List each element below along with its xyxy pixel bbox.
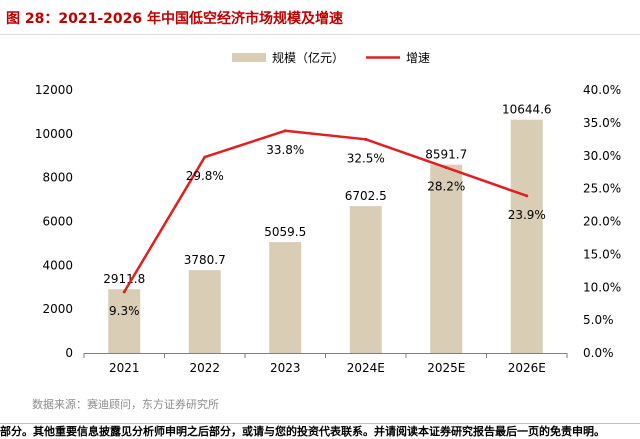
chart: 规模（亿元） 增速 0 2000 4000 6000 8000 10000 12000 0.0% 5…: [35, 50, 621, 375]
y-left-tick-label: 4000: [42, 258, 73, 272]
y-right-tick-label: 20.0%: [583, 215, 621, 229]
growth-value-label: 23.9%: [508, 208, 546, 222]
growth-point: [122, 290, 126, 294]
growth-value-label: 9.3%: [109, 304, 140, 318]
y-left-tick-label: 0: [65, 346, 73, 360]
y-left-tick-label: 2000: [42, 302, 73, 316]
bar-2025E: [430, 164, 463, 353]
x-tick-label: 2023: [270, 361, 301, 375]
disclaimer-text: 部分。其他重要信息披露见分析师申明之后部分，或请与您的投资代表联系。并请阅读本证…: [0, 425, 605, 438]
bar-2022: [188, 270, 221, 353]
bar-value-label: 3780.7: [184, 253, 226, 267]
x-tick-label: 2024E: [347, 361, 385, 375]
bar-value-label: 2911.8: [103, 272, 145, 286]
y-left-tick-label: 10000: [35, 127, 73, 141]
y-left-tick-label: 6000: [42, 215, 73, 229]
bar-2021: [108, 289, 141, 353]
bar-value-label: 10644.6: [502, 103, 552, 117]
source-note: 数据来源：赛迪顾问，东方证券研究所: [32, 398, 219, 411]
growth-value-label: 29.8%: [186, 169, 224, 183]
bar-2024E: [349, 206, 382, 353]
growth-point: [364, 137, 368, 141]
y-left-tick-label: 12000: [35, 83, 73, 97]
y-right-tick-label: 0.0%: [583, 346, 614, 360]
x-tick-label: 2026E: [508, 361, 546, 375]
y-right-tick-label: 40.0%: [583, 83, 621, 97]
y-right-tick-label: 30.0%: [583, 149, 621, 163]
growth-point: [283, 129, 287, 133]
y-right-tick-label: 10.0%: [583, 280, 621, 294]
growth-value-label: 32.5%: [347, 151, 385, 165]
growth-line: [123, 129, 528, 293]
x-tick-label: 2022: [189, 361, 220, 375]
growth-point: [203, 155, 207, 159]
growth-value-label: 28.2%: [427, 180, 465, 194]
bar-2023: [269, 242, 302, 353]
legend-label-bar: 规模（亿元）: [272, 50, 344, 65]
y-right-tick-label: 15.0%: [583, 247, 621, 261]
bar-value-label: 6702.5: [345, 189, 387, 203]
y-right-tick-label: 35.0%: [583, 116, 621, 130]
growth-value-label: 33.8%: [266, 143, 304, 157]
y-left-tick-label: 8000: [42, 171, 73, 185]
bar-value-label: 8591.7: [425, 148, 467, 162]
growth-point: [525, 194, 529, 198]
title-divider: [0, 34, 640, 35]
y-right-tick-label: 5.0%: [583, 313, 614, 327]
bar-value-label: 5059.5: [264, 225, 306, 239]
bar-2026E: [510, 119, 543, 354]
x-tick-label: 2021: [109, 361, 140, 375]
legend-swatch-bar: [232, 53, 266, 62]
disclaimer-divider: [0, 423, 640, 424]
growth-point: [444, 166, 448, 170]
figure-title: 图 28：2021-2026 年中国低空经济市场规模及增速: [6, 11, 343, 27]
legend-label-line: 增速: [406, 51, 430, 65]
y-right-tick-label: 25.0%: [583, 182, 621, 196]
x-tick-label: 2025E: [427, 361, 465, 375]
